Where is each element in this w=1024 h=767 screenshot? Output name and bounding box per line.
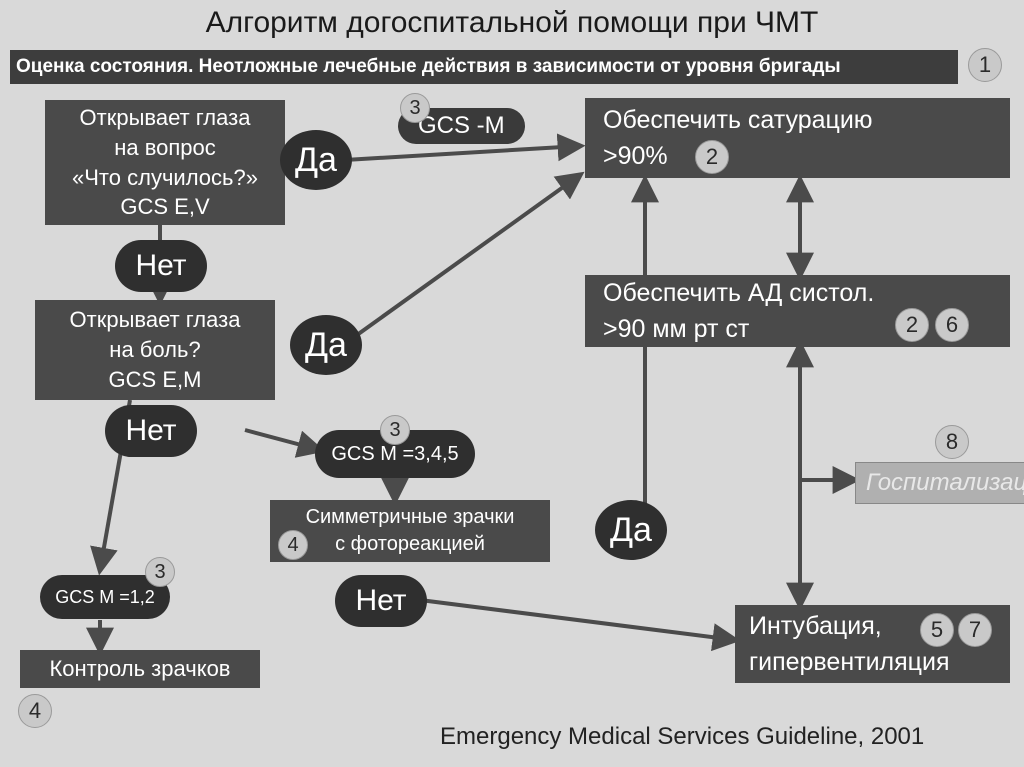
num-2a: 2 — [695, 140, 729, 174]
bubble-net-3: Нет — [335, 575, 427, 627]
pupils-sym-line: с фотореакцией — [335, 531, 485, 558]
num-4a: 4 — [278, 530, 308, 560]
q1-line: на вопрос — [114, 133, 216, 163]
node-q2: Открывает глаза на боль? GCS E,M — [35, 300, 275, 400]
node-pupils-ctrl: Контроль зрачков — [20, 650, 260, 688]
bubble-net-2: Нет — [105, 405, 197, 457]
num-5: 5 — [920, 613, 954, 647]
q1-line: GCS E,V — [120, 192, 209, 222]
subtitle-bar: Оценка состояния. Неотложные лечебные де… — [10, 50, 958, 84]
bubble-da-1: Да — [280, 130, 352, 190]
intub-line: Интубация, — [749, 608, 882, 644]
q1-line: «Что случилось?» — [72, 163, 258, 193]
bubble-net-1: Нет — [115, 240, 207, 292]
num-1: 1 — [968, 48, 1002, 82]
bubble-da-3: Да — [595, 500, 667, 560]
num-4b: 4 — [18, 694, 52, 728]
pupils-sym-line: Симметричные зрачки — [306, 504, 515, 531]
node-hospital: Госпитализация — [855, 462, 1024, 504]
sat-line: Обеспечить сатурацию — [603, 102, 873, 138]
bp-line: >90 мм рт ст — [603, 311, 749, 347]
num-7: 7 — [958, 613, 992, 647]
num-6: 6 — [935, 308, 969, 342]
intub-line: гипервентиляция — [749, 644, 950, 680]
node-pupils-sym: Симметричные зрачки с фотореакцией — [270, 500, 550, 562]
bp-line: Обеспечить АД систол. — [603, 275, 874, 311]
sat-line: >90% — [603, 138, 668, 174]
q1-line: Открывает глаза — [80, 103, 251, 133]
pupils-ctrl-line: Контроль зрачков — [49, 654, 230, 684]
q2-line: Открывает глаза — [70, 305, 241, 335]
num-8: 8 — [935, 425, 969, 459]
footer-citation: Emergency Medical Services Guideline, 20… — [440, 723, 924, 751]
q2-line: GCS E,M — [109, 365, 202, 395]
q2-line: на боль? — [109, 335, 200, 365]
num-3a: 3 — [400, 93, 430, 123]
node-sat: Обеспечить сатурацию >90% — [585, 98, 1010, 178]
num-3c: 3 — [145, 557, 175, 587]
node-q1: Открывает глаза на вопрос «Что случилось… — [45, 100, 285, 225]
num-2b: 2 — [895, 308, 929, 342]
bubble-da-2: Да — [290, 315, 362, 375]
page-title: Алгоритм догоспитальной помощи при ЧМТ — [0, 6, 1024, 40]
num-3b: 3 — [380, 415, 410, 445]
